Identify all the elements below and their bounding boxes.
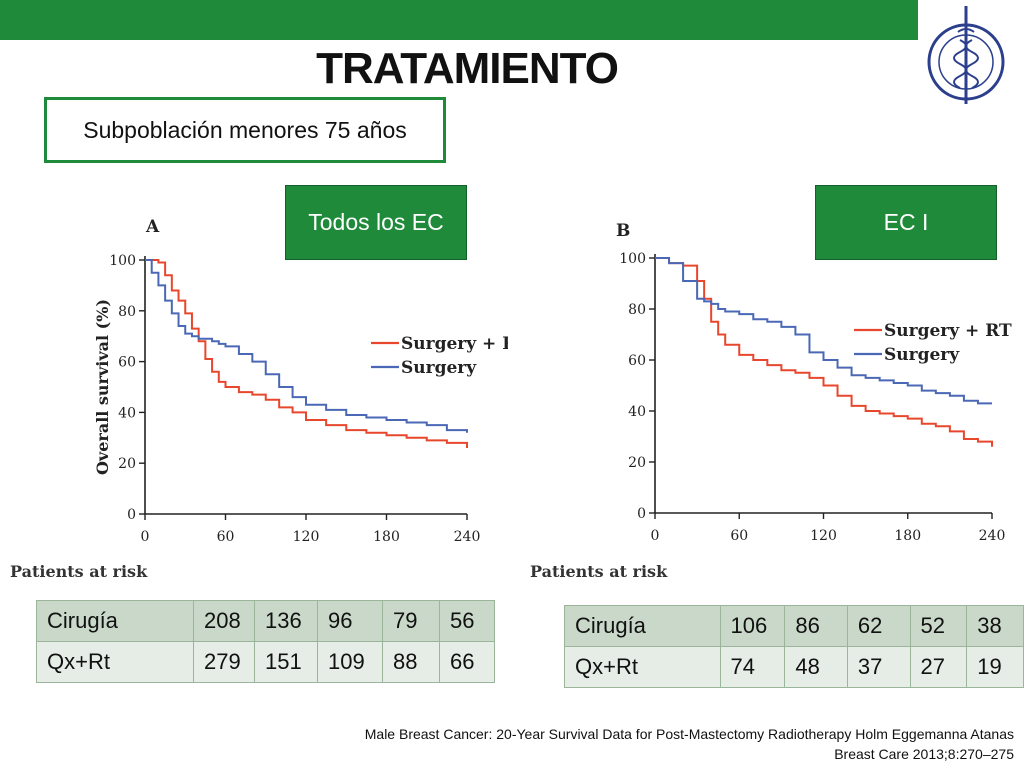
survival-chart-b: B 0 20 40 60 80 100 0 60 120 180 240 Surgery + RT Sur… [616, 221, 1012, 544]
x-tick-label: 60 [217, 529, 235, 545]
b-series-surgery-rt [655, 257, 993, 447]
risk-table-cell: 19 [966, 646, 1024, 688]
y-tick-label: 20 [118, 456, 136, 472]
y-tick-label: 0 [637, 506, 646, 522]
risk-table-cell: 52 [909, 605, 968, 647]
y-tick-label: 20 [628, 455, 646, 471]
y-tick-label: 80 [628, 302, 646, 318]
risk-table-cell: 62 [846, 605, 911, 647]
risk-table-row: Qx+Rt 279 151 109 88 66 [36, 641, 495, 683]
all-stages-label: Todos los EC [308, 209, 444, 235]
legend-label: Surgery [884, 345, 960, 365]
page-title: TRATAMIENTO [316, 44, 619, 93]
citation: Male Breast Cancer: 20-Year Survival Dat… [365, 724, 1014, 764]
x-tick-label: 120 [810, 528, 837, 544]
risk-table-row-label: Qx+Rt [36, 641, 194, 683]
risk-table-cell: 56 [439, 600, 495, 642]
risk-table-row: Qx+Rt 74 48 37 27 19 [564, 646, 1024, 688]
y-tick-label: 60 [118, 355, 136, 371]
risk-table-row-label: Cirugía [564, 605, 721, 647]
y-tick-label: 40 [118, 405, 136, 421]
legend-label: Surgery + RT [401, 334, 508, 354]
y-tick-label: 100 [109, 253, 136, 269]
risk-table-cell: 48 [784, 646, 848, 688]
risk-table-cell: 208 [193, 600, 255, 642]
y-tick-label: 60 [628, 353, 646, 369]
header-bar [0, 0, 918, 40]
y-tick-label: 40 [628, 404, 646, 420]
risk-table-cell: 106 [719, 605, 786, 647]
risk-table-cell: 86 [784, 605, 848, 647]
y-tick-label: 0 [127, 507, 136, 523]
subpopulation-box: Subpoblación menores 75 años [44, 97, 446, 163]
citation-line-1: Male Breast Cancer: 20-Year Survival Dat… [364, 726, 1014, 742]
risk-table-a: Cirugía 208 136 96 79 56 Qx+Rt 279 151 109 88 66 [36, 600, 495, 683]
y-axis-label: Overall survival (%) [93, 299, 112, 475]
risk-table-b: Cirugía 106 86 62 52 38 Qx+Rt 74 48 37 27 19 [564, 605, 1024, 688]
x-tick-label: 240 [454, 529, 481, 545]
risk-table-cell: 37 [846, 646, 911, 688]
risk-table-cell: 96 [317, 600, 383, 642]
risk-table-row: Cirugía 106 86 62 52 38 [564, 605, 1024, 647]
risk-table-cell: 88 [382, 641, 440, 683]
risk-table-cell: 66 [439, 641, 495, 683]
risk-table-row: Cirugía 208 136 96 79 56 [36, 600, 495, 642]
risk-table-row-label: Qx+Rt [564, 646, 721, 688]
b-series-surgery [655, 257, 992, 405]
legend-label: Surgery [401, 358, 477, 378]
x-tick-label: 120 [293, 529, 320, 545]
risk-table-cell: 27 [909, 646, 968, 688]
x-tick-label: 60 [730, 528, 748, 544]
risk-table-cell: 151 [254, 641, 318, 683]
y-tick-label: 80 [118, 304, 136, 320]
risk-table-cell: 79 [382, 600, 440, 642]
legend-label: Surgery + RT [884, 321, 1012, 341]
patients-at-risk-label-b: Patients at risk [530, 562, 668, 581]
all-stages-badge: Todos los EC [285, 185, 467, 260]
risk-table-cell: 74 [719, 646, 786, 688]
risk-table-row-label: Cirugía [36, 600, 194, 642]
x-tick-label: 180 [894, 528, 921, 544]
x-tick-label: 180 [373, 529, 400, 545]
stage-one-label: EC I [883, 209, 929, 235]
caduceus-seal-icon [927, 6, 1005, 104]
panel-letter: B [616, 221, 630, 241]
a-series-surgery-rt [145, 259, 468, 448]
x-tick-label: 0 [651, 528, 660, 544]
x-tick-label: 240 [979, 528, 1006, 544]
institute-logo [920, 0, 1024, 110]
risk-table-cell: 109 [317, 641, 383, 683]
y-tick-label: 100 [619, 251, 646, 267]
patients-at-risk-label-a: Patients at risk [10, 562, 148, 581]
stage-one-badge: EC I [815, 185, 997, 260]
survival-chart-a: A 0 20 40 60 80 100 0 60 120 180 240 Overall surviva… [93, 217, 508, 545]
panel-letter: A [145, 217, 160, 237]
risk-table-cell: 38 [966, 605, 1024, 647]
subpopulation-label: Subpoblación menores 75 años [83, 116, 407, 143]
a-series-surgery [145, 259, 468, 433]
risk-table-cell: 136 [254, 600, 318, 642]
citation-line-2: Breast Care 2013;8:270–275 [834, 746, 1014, 762]
risk-table-cell: 279 [193, 641, 255, 683]
x-tick-label: 0 [141, 529, 150, 545]
